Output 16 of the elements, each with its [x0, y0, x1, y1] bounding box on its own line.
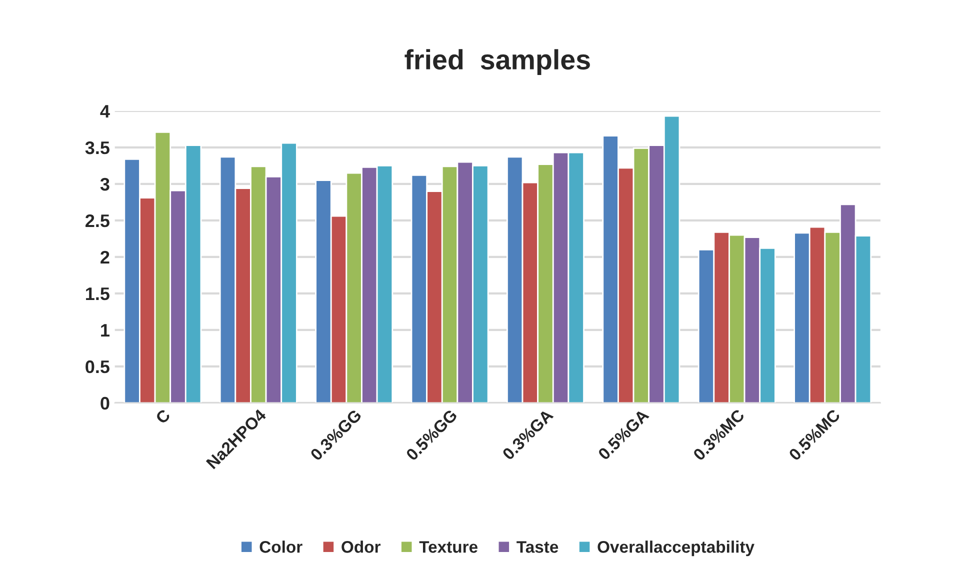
y-tick-label: 2.5: [86, 214, 110, 228]
y-tick-label: 4: [100, 105, 110, 118]
y-tick-label: 0.5: [86, 360, 110, 374]
legend-label: Texture: [419, 541, 478, 553]
y-tick-label: 0: [100, 396, 110, 410]
legend-label: Color: [260, 540, 302, 553]
legend-label: Odor: [342, 540, 381, 553]
legend-label: Overallacceptability: [598, 540, 754, 556]
chart-title: fried samples: [404, 49, 590, 76]
y-tick-label: 2: [100, 250, 110, 264]
y-tick-label: 1: [101, 324, 110, 336]
y-tick-label: 3: [100, 178, 110, 191]
x-tick-label: C: [154, 408, 172, 425]
y-tick-label: 3.5: [85, 141, 110, 154]
legend-label: Taste: [516, 541, 558, 553]
y-tick-label: 1.5: [86, 288, 110, 300]
